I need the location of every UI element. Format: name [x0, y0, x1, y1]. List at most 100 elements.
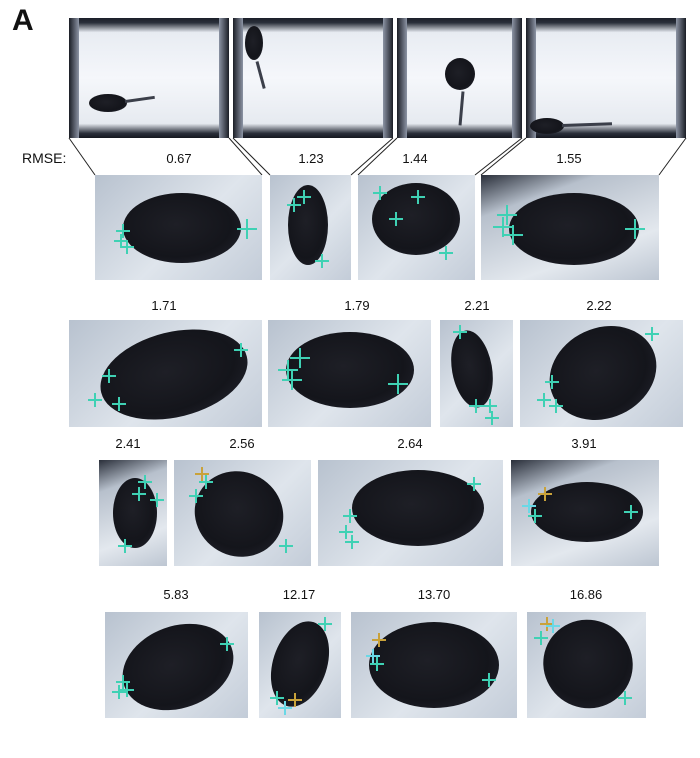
- keypoint-marker: [537, 393, 551, 407]
- keypoint-marker: [288, 693, 302, 707]
- crop-10: [174, 460, 311, 566]
- crop-4: [481, 175, 659, 280]
- mouse-body: [372, 183, 460, 255]
- keypoint-marker: [493, 217, 513, 237]
- zoom-connector-lines: [68, 137, 687, 176]
- keypoint-marker: [290, 348, 310, 368]
- rmse-value: 13.70: [417, 587, 451, 602]
- keypoint-marker: [503, 225, 523, 245]
- rmse-value: 1.79: [344, 298, 370, 313]
- keypoint-marker: [150, 493, 164, 507]
- keypoint-marker: [618, 691, 632, 705]
- crop-5: [69, 320, 262, 427]
- rmse-label: RMSE:: [22, 150, 67, 166]
- crop-8: [520, 320, 683, 427]
- rmse-value: 2.56: [229, 436, 255, 451]
- keypoint-marker: [112, 397, 126, 411]
- full-frame-3: [397, 18, 522, 138]
- panel-letter: A: [12, 4, 34, 37]
- rmse-value: 1.23: [298, 151, 324, 166]
- mouse-body: [245, 26, 263, 60]
- keypoint-marker: [279, 539, 293, 553]
- rmse-value: 2.64: [397, 436, 423, 451]
- keypoint-marker: [522, 499, 536, 513]
- mouse-body: [445, 58, 475, 90]
- keypoint-marker: [469, 399, 483, 413]
- keypoint-marker: [189, 489, 203, 503]
- keypoint-marker: [528, 509, 542, 523]
- full-frame-1: [69, 18, 229, 138]
- crop-9: [99, 460, 167, 566]
- mouse-body: [113, 478, 157, 548]
- crop-16: [527, 612, 646, 718]
- full-frame-2: [233, 18, 393, 138]
- keypoint-marker: [112, 685, 126, 699]
- crop-1: [95, 175, 262, 280]
- keypoint-marker: [339, 525, 353, 539]
- keypoint-marker: [118, 539, 132, 553]
- keypoint-marker: [388, 374, 408, 394]
- mouse-body: [89, 94, 127, 112]
- keypoint-marker: [370, 657, 384, 671]
- full-frame-4: [526, 18, 686, 138]
- crop-15: [351, 612, 517, 718]
- mouse-body: [286, 332, 414, 408]
- keypoint-marker: [645, 327, 659, 341]
- mouse-body: [123, 193, 241, 263]
- keypoint-marker: [545, 375, 559, 389]
- keypoint-marker: [114, 234, 128, 248]
- keypoint-marker: [389, 212, 403, 226]
- rmse-value: 2.22: [586, 298, 612, 313]
- keypoint-marker: [372, 633, 386, 647]
- keypoint-marker: [270, 691, 284, 705]
- keypoint-marker: [540, 617, 554, 631]
- keypoint-marker: [220, 637, 234, 651]
- crop-12: [511, 460, 659, 566]
- keypoint-marker: [439, 246, 453, 260]
- keypoint-marker: [120, 683, 134, 697]
- mouse-body: [110, 612, 246, 718]
- keypoint-marker: [467, 477, 481, 491]
- keypoint-marker: [88, 393, 102, 407]
- crop-14: [259, 612, 341, 718]
- keypoint-marker: [538, 487, 552, 501]
- keypoint-marker: [485, 411, 499, 425]
- crop-11: [318, 460, 503, 566]
- keypoint-marker: [102, 369, 116, 383]
- keypoint-marker: [483, 399, 497, 413]
- keypoint-marker: [411, 190, 425, 204]
- rmse-value: 1.44: [402, 151, 428, 166]
- keypoint-marker: [497, 205, 517, 225]
- keypoint-marker: [482, 673, 496, 687]
- keypoint-marker: [120, 240, 134, 254]
- keypoint-marker: [287, 198, 301, 212]
- keypoint-marker: [138, 475, 152, 489]
- keypoint-marker: [278, 701, 292, 715]
- keypoint-marker: [282, 370, 302, 390]
- keypoint-marker: [534, 631, 548, 645]
- keypoint-marker: [373, 186, 387, 200]
- keypoint-marker: [343, 509, 357, 523]
- rmse-value: 16.86: [569, 587, 603, 602]
- rmse-value: 1.55: [556, 151, 582, 166]
- keypoint-marker: [625, 219, 645, 239]
- keypoint-marker: [237, 219, 257, 239]
- keypoint-marker: [345, 535, 359, 549]
- keypoint-marker: [199, 475, 213, 489]
- crop-13: [105, 612, 248, 718]
- keypoint-marker: [366, 649, 380, 663]
- rmse-value: 0.67: [166, 151, 192, 166]
- keypoint-marker: [116, 675, 130, 689]
- rmse-value: 3.91: [571, 436, 597, 451]
- keypoint-marker: [546, 619, 560, 633]
- keypoint-marker: [453, 325, 467, 339]
- rmse-value: 2.21: [464, 298, 490, 313]
- keypoint-marker: [297, 190, 311, 204]
- keypoint-marker: [132, 487, 146, 501]
- keypoint-marker: [315, 254, 329, 268]
- rmse-value: 12.17: [282, 587, 316, 602]
- keypoint-marker: [318, 617, 332, 631]
- mouse-body: [352, 470, 484, 546]
- keypoint-marker: [116, 224, 130, 238]
- mouse-body: [369, 622, 499, 708]
